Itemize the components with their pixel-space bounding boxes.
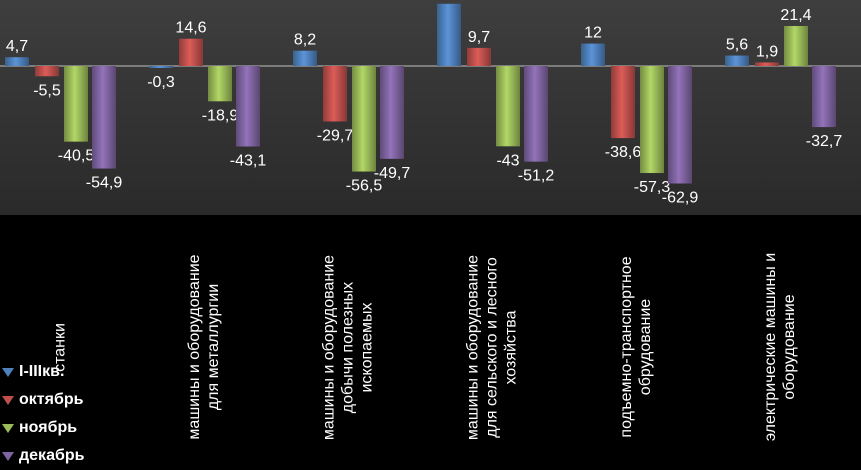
data-label-2-2: -56,5 — [346, 178, 383, 195]
bar-3-5 — [812, 66, 836, 128]
bar-3-4 — [668, 66, 692, 184]
category-label-5: электрические машины и оборудование — [761, 228, 799, 466]
bar-1-2 — [323, 66, 347, 122]
data-label-0-1: -0,3 — [147, 74, 175, 91]
category-label-line: оборудование — [781, 294, 798, 400]
data-label-0-4: 12 — [584, 25, 602, 42]
data-label-2-0: -40,5 — [58, 148, 95, 165]
bar-3-3 — [524, 66, 548, 162]
legend-item-1: октябрь — [2, 386, 84, 414]
legend-item-2: ноябрь — [2, 414, 84, 442]
data-label-1-0: -5,5 — [33, 82, 61, 99]
category-label-1: машины и оборудование для металлургии — [185, 228, 223, 466]
data-label-2-5: 21,4 — [780, 7, 811, 24]
legend-label: ноябрь — [19, 419, 78, 436]
legend-label: декабрь — [19, 447, 85, 464]
category-label-line: подъемно-транспортное — [618, 256, 635, 438]
data-label-3-5: -32,7 — [806, 133, 843, 150]
bar-0-5 — [725, 55, 749, 66]
data-label-1-3: 9,7 — [468, 29, 490, 46]
bar-3-1 — [236, 66, 260, 147]
data-label-3-4: -62,9 — [662, 189, 699, 206]
category-label-line: хозяйства — [502, 309, 520, 385]
data-label-1-1: 14,6 — [175, 20, 206, 37]
bar-2-5 — [784, 26, 808, 66]
bar-2-4 — [640, 66, 664, 174]
data-label-3-1: -43,1 — [230, 153, 267, 170]
plot-area — [0, 0, 861, 215]
legend-marker-icon — [2, 423, 14, 433]
category-label-4: подъемно-транспортное обрудование — [617, 228, 655, 466]
legend: I-IIIкв. октябрь ноябрь декабрь — [2, 358, 84, 470]
bar-2-2 — [352, 66, 376, 172]
legend-marker-icon — [2, 451, 14, 461]
category-label-line: машины и оборудование — [464, 254, 482, 440]
category-label-line: электрические машины и — [762, 252, 779, 442]
bar-0-0 — [5, 57, 29, 66]
category-label-3: машины и оборудование для сельского и лес… — [464, 228, 521, 466]
data-label-1-5: 1,9 — [756, 43, 778, 60]
bar-0-1 — [149, 66, 173, 68]
data-label-0-0: 4,7 — [6, 38, 28, 55]
bar-1-1 — [179, 38, 203, 66]
category-label-line: ископаемых — [358, 302, 376, 392]
bar-0-3 — [437, 3, 461, 66]
data-label-1-4: -38,6 — [605, 144, 642, 161]
category-label-line: машины и оборудование — [186, 254, 203, 440]
category-label-2: машины и оборудование добычи полезных иско… — [320, 228, 377, 466]
data-label-1-2: -29,7 — [317, 127, 354, 144]
legend-item-3: декабрь — [2, 442, 84, 470]
legend-label: октябрь — [19, 391, 84, 408]
category-label-line: для сельского и лесного — [483, 256, 501, 438]
data-label-0-3: 33,3 — [433, 0, 464, 2]
data-label-0-5: 5,6 — [726, 37, 748, 54]
legend-marker-icon — [2, 395, 14, 405]
data-label-2-1: -18,9 — [202, 107, 239, 124]
category-label-line: обрудование — [637, 298, 654, 396]
data-label-3-3: -51,2 — [518, 168, 555, 185]
data-label-3-2: -49,7 — [374, 165, 411, 182]
bar-1-5 — [755, 62, 779, 66]
category-label-line: для металлургии — [205, 283, 222, 411]
bar-1-0 — [35, 66, 59, 77]
bar-3-0 — [92, 66, 116, 169]
bar-3-2 — [380, 66, 404, 159]
bar-2-0 — [64, 66, 88, 142]
legend-label: I-IIIкв. — [19, 363, 65, 380]
bar-2-1 — [208, 66, 232, 102]
data-label-0-2: 8,2 — [294, 32, 316, 49]
bar-2-3 — [496, 66, 520, 147]
bar-0-4 — [581, 43, 605, 66]
bar-1-3 — [467, 47, 491, 66]
bar-1-4 — [611, 66, 635, 139]
legend-item-0: I-IIIкв. — [2, 358, 84, 386]
category-label-line: добычи полезных — [339, 281, 357, 413]
data-label-2-4: -57,3 — [634, 179, 671, 196]
legend-marker-icon — [2, 367, 14, 377]
category-label-line: машины и оборудование — [320, 254, 338, 440]
data-label-2-3: -43 — [496, 152, 519, 169]
bar-chart: 4,7 -0,3 8,2 33,3 12 5,6 -5,5 14,6 -29,7 9,7 -38,6… — [0, 0, 861, 206]
bar-0-2 — [293, 50, 317, 66]
data-label-3-0: -54,9 — [86, 175, 123, 192]
